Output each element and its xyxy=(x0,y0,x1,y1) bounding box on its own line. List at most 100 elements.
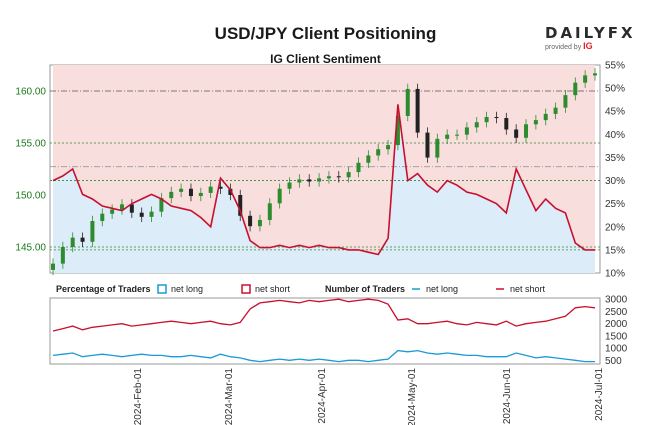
candle-body xyxy=(119,204,124,210)
candle-body xyxy=(464,127,469,135)
pct-tick-label: 20% xyxy=(605,222,625,233)
candle-body xyxy=(277,188,282,204)
price-candles xyxy=(51,68,597,276)
candle-body xyxy=(395,115,400,146)
bottom-frame xyxy=(49,297,601,365)
candle-body xyxy=(543,113,548,121)
legend-pct-long-swatch xyxy=(157,284,167,294)
candle-body xyxy=(484,117,489,123)
legend-num-long-label: net long xyxy=(426,284,458,294)
reference-lines xyxy=(50,90,600,251)
logo-provided-text: provided by xyxy=(545,44,582,51)
price-tick-label: 155.00 xyxy=(15,139,46,150)
candle-body xyxy=(366,155,371,163)
pct-tick-label: 40% xyxy=(605,130,625,141)
candle-body xyxy=(218,186,223,189)
price-tick-label: 150.00 xyxy=(15,191,46,202)
candle-body xyxy=(336,176,341,178)
candle-body xyxy=(297,179,302,183)
pct-tick-label: 45% xyxy=(605,107,625,118)
candle-body xyxy=(169,191,174,199)
candle-body xyxy=(435,138,440,158)
date-tick-label: 2024-May-01 xyxy=(407,368,418,425)
candle-body xyxy=(317,178,322,182)
candle-body xyxy=(533,120,538,125)
bottom-panel: 500 1000 1500 2000 2500 3000 2024-Feb-01… xyxy=(49,295,628,425)
chart-title: USD/JPY Client Positioning xyxy=(214,24,437,43)
candle-body xyxy=(188,188,193,197)
count-tick-label: 2000 xyxy=(605,319,628,330)
candle-body xyxy=(346,172,351,178)
candle-body xyxy=(198,192,203,197)
legend-pct-short-swatch xyxy=(241,284,251,294)
price-tick-label: 145.00 xyxy=(15,243,46,254)
candle-body xyxy=(267,203,272,220)
candle-body xyxy=(494,117,499,119)
pct-tick-label: 30% xyxy=(605,176,625,187)
net-short-count-line xyxy=(52,298,596,332)
candle-body xyxy=(415,88,420,133)
candle-body xyxy=(307,179,312,182)
candle-body xyxy=(179,188,184,192)
pct-tick-label: 25% xyxy=(605,199,625,210)
sentiment-line xyxy=(52,104,595,256)
candle-body xyxy=(474,122,479,128)
date-tick-label: 2024-Feb-01 xyxy=(133,368,144,425)
date-axis: 2024-Feb-01 2024-Mar-01 2024-Apr-01 2024… xyxy=(133,368,605,425)
candle-body xyxy=(563,95,568,108)
candle-body xyxy=(149,211,154,217)
candle-body xyxy=(455,134,460,136)
date-tick-label: 2024-Mar-01 xyxy=(224,368,235,425)
candle-body xyxy=(159,198,164,212)
candle-body xyxy=(356,162,361,173)
main-panel: 145.00 150.00 155.00 160.00 10% 15% 20% … xyxy=(15,61,625,280)
candle-body xyxy=(51,263,55,270)
net-short-area xyxy=(53,65,595,255)
candle-body xyxy=(100,213,105,221)
logo-brand: DAILYFX xyxy=(545,24,636,42)
candle-body xyxy=(514,129,519,138)
logo-ig: IG xyxy=(583,41,593,51)
candle-body xyxy=(425,132,430,158)
candle-body xyxy=(573,82,578,96)
percent-axis: 10% 15% 20% 25% 30% 35% 40% 45% 50% 55% xyxy=(605,61,625,280)
count-tick-label: 3000 xyxy=(605,295,628,306)
net-long-area xyxy=(53,104,595,273)
date-tick-label: 2024-Apr-01 xyxy=(317,368,328,424)
candle-body xyxy=(80,237,85,242)
legend-num-short-label: net short xyxy=(510,284,546,294)
pct-tick-label: 15% xyxy=(605,245,625,256)
count-tick-label: 500 xyxy=(605,356,622,367)
candle-body xyxy=(90,221,95,242)
candle-body xyxy=(139,212,144,217)
pct-tick-label: 50% xyxy=(605,84,625,95)
candle-body xyxy=(208,186,213,193)
candle-body xyxy=(386,145,391,150)
candle-body xyxy=(70,237,75,247)
date-tick-label: 2024-Jul-01 xyxy=(594,368,605,421)
legend: Percentage of Traders net long net short… xyxy=(56,284,546,294)
candle-body xyxy=(228,188,233,195)
dailyfx-logo: DAILYFX provided by IG xyxy=(545,24,635,51)
candle-body xyxy=(593,73,597,76)
pct-tick-label: 35% xyxy=(605,153,625,164)
legend-pct-long-label: net long xyxy=(171,284,203,294)
candle-body xyxy=(405,88,410,116)
candle-body xyxy=(257,219,262,227)
candle-body xyxy=(524,124,529,138)
candle-body xyxy=(445,134,450,139)
legend-pct-short-label: net short xyxy=(255,284,291,294)
pct-tick-label: 10% xyxy=(605,269,625,280)
candle-body xyxy=(248,215,253,227)
candle-body xyxy=(287,182,292,189)
candle-body xyxy=(60,247,65,264)
net-long-count-line xyxy=(52,349,595,363)
pct-tick-label: 55% xyxy=(605,61,625,72)
candle-body xyxy=(326,176,331,179)
count-axis: 500 1000 1500 2000 2500 3000 xyxy=(605,295,628,367)
price-axis: 145.00 150.00 155.00 160.00 xyxy=(15,87,46,254)
candle-body xyxy=(553,107,558,114)
candle-body xyxy=(129,204,134,213)
count-tick-label: 1000 xyxy=(605,344,628,355)
